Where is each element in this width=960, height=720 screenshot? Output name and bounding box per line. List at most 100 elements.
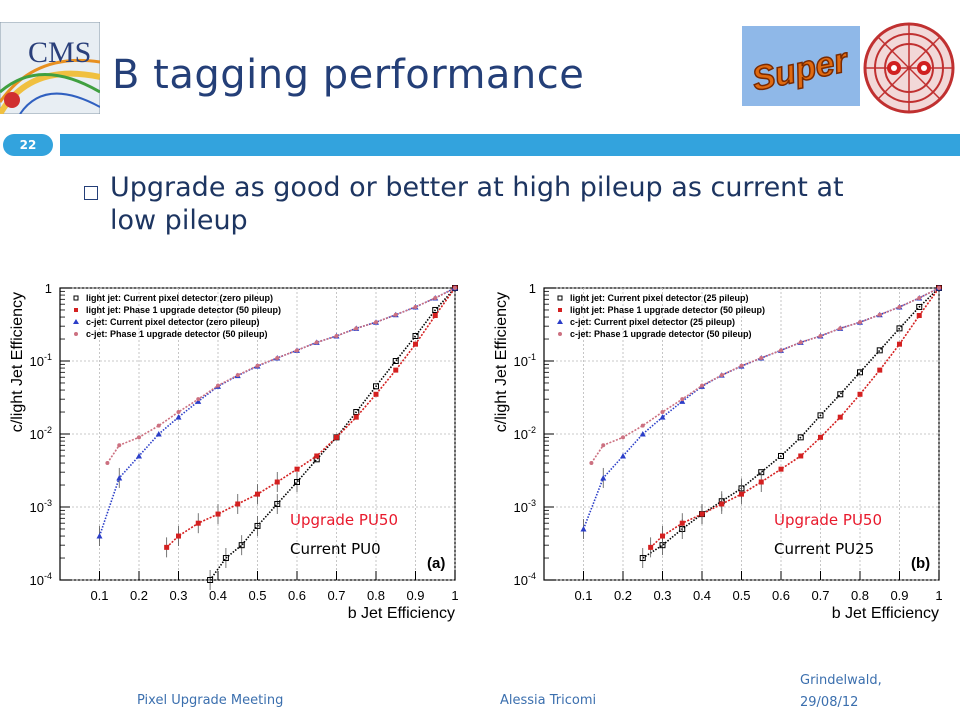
x-tick-label: 0.7 [811, 588, 829, 603]
data-point [719, 373, 724, 378]
data-point [255, 363, 260, 368]
data-point [176, 533, 181, 539]
data-point [412, 333, 419, 340]
data-point [837, 414, 843, 420]
data-point [353, 414, 359, 420]
data-point [639, 431, 646, 437]
data-point [116, 474, 123, 481]
header-bar [60, 134, 960, 156]
data-point [648, 544, 654, 550]
data-point [876, 347, 883, 354]
legend-label: c-jet: Current pixel detector (25 pileup… [570, 317, 735, 327]
footer-author: Alessia Tricomi [500, 693, 597, 708]
x-tick-label: 0.3 [653, 588, 671, 603]
legend: light jet: Current pixel detector (25 pi… [557, 293, 765, 339]
data-point [373, 391, 379, 397]
x-tick-label: 0.1 [90, 588, 108, 603]
data-point [222, 555, 229, 562]
data-point [207, 577, 214, 583]
legend-label: light jet: Phase 1 upgrade detector (50 … [570, 305, 765, 315]
data-point [274, 500, 281, 507]
bullet-text: Upgrade as good or better at high pileup… [110, 172, 844, 236]
data-point [432, 306, 439, 313]
legend-label: c-jet: Phase 1 upgrade detector (50 pile… [570, 329, 752, 339]
x-tick-label: 0.6 [772, 588, 790, 603]
y-tick-label: 10-4 [30, 571, 52, 588]
data-point [916, 303, 923, 310]
data-point [877, 367, 883, 373]
legend-marker [73, 319, 79, 324]
data-point [739, 363, 744, 368]
series-line [650, 287, 940, 548]
data-point [413, 341, 418, 347]
y-tick-label: 10-1 [514, 352, 536, 369]
x-tick-label: 0.9 [890, 588, 908, 603]
slide-title: B tagging performance [112, 52, 585, 98]
x-tick-label: 0.4 [209, 588, 227, 603]
data-point [294, 466, 300, 472]
data-point [798, 453, 804, 459]
x-tick-label: 0.1 [574, 588, 592, 603]
data-point [660, 533, 665, 539]
data-point [314, 453, 320, 459]
legend-label: light jet: Current pixel detector (25 pi… [570, 293, 749, 303]
data-point [877, 312, 882, 317]
data-point [275, 355, 280, 360]
data-point [620, 452, 626, 459]
data-point [164, 544, 170, 550]
x-tick-label: 0.5 [732, 588, 750, 603]
x-tick-label: 0.2 [614, 588, 632, 603]
y-tick-label: 10-2 [30, 425, 52, 442]
data-point [254, 522, 261, 529]
data-point [589, 461, 594, 466]
legend-label: light jet: Phase 1 upgrade detector (50 … [86, 305, 281, 315]
footer-place-date: Grindelwald, 29/08/12 [800, 670, 940, 714]
data-point [916, 313, 922, 319]
y-tick-label: 1 [529, 281, 536, 296]
y-axis-label: c/light Jet Efficiency [493, 292, 510, 432]
data-point [679, 520, 685, 526]
data-point [739, 491, 744, 497]
data-point [897, 341, 902, 347]
data-point [432, 313, 438, 319]
data-point [238, 542, 245, 549]
y-axis-label: c/light Jet Efficiency [9, 292, 26, 432]
annotation-current: Current PU0 [290, 540, 381, 558]
annotation-upgrade: Upgrade PU50 [774, 511, 882, 529]
legend-label: c-jet: Phase 1 upgrade detector (50 pile… [86, 329, 268, 339]
legend-label: light jet: Current pixel detector (zero … [86, 293, 273, 303]
footer-meeting: Pixel Upgrade Meeting [137, 693, 284, 708]
data-point [838, 326, 843, 331]
y-tick-label: 10-2 [514, 425, 536, 442]
y-tick-label: 10-1 [30, 352, 52, 369]
data-point [937, 286, 941, 290]
x-tick-label: 0.8 [367, 588, 385, 603]
legend-marker [73, 295, 79, 301]
data-point [600, 474, 607, 481]
data-point [917, 295, 922, 300]
data-point [175, 414, 182, 420]
x-tick-label: 0.8 [851, 588, 869, 603]
chart-a: 0.1 0.2 0.3 0.4 0.5 0.6 0.7 0.8 0.9 1 1 10-1 10-2 10-… [9, 281, 459, 622]
data-point [778, 452, 784, 459]
data-point [137, 435, 141, 440]
data-point [392, 358, 399, 364]
data-point [334, 434, 339, 440]
series-star [589, 286, 941, 466]
data-point [235, 501, 241, 507]
series-line [166, 287, 456, 548]
data-point [601, 443, 606, 448]
x-axis-label: b Jet Efficiency [832, 605, 939, 622]
data-point [136, 452, 142, 459]
y-tick-label: 10-4 [514, 571, 536, 588]
legend-marker [558, 332, 562, 336]
data-point [797, 434, 804, 441]
data-point [858, 320, 862, 325]
x-tick-label: 0.5 [248, 588, 266, 603]
legend-marker [557, 319, 563, 324]
y-tick-label: 10-3 [30, 498, 52, 515]
data-point [353, 409, 360, 416]
legend-marker [74, 308, 78, 312]
data-point [105, 461, 110, 466]
data-point [719, 501, 725, 507]
